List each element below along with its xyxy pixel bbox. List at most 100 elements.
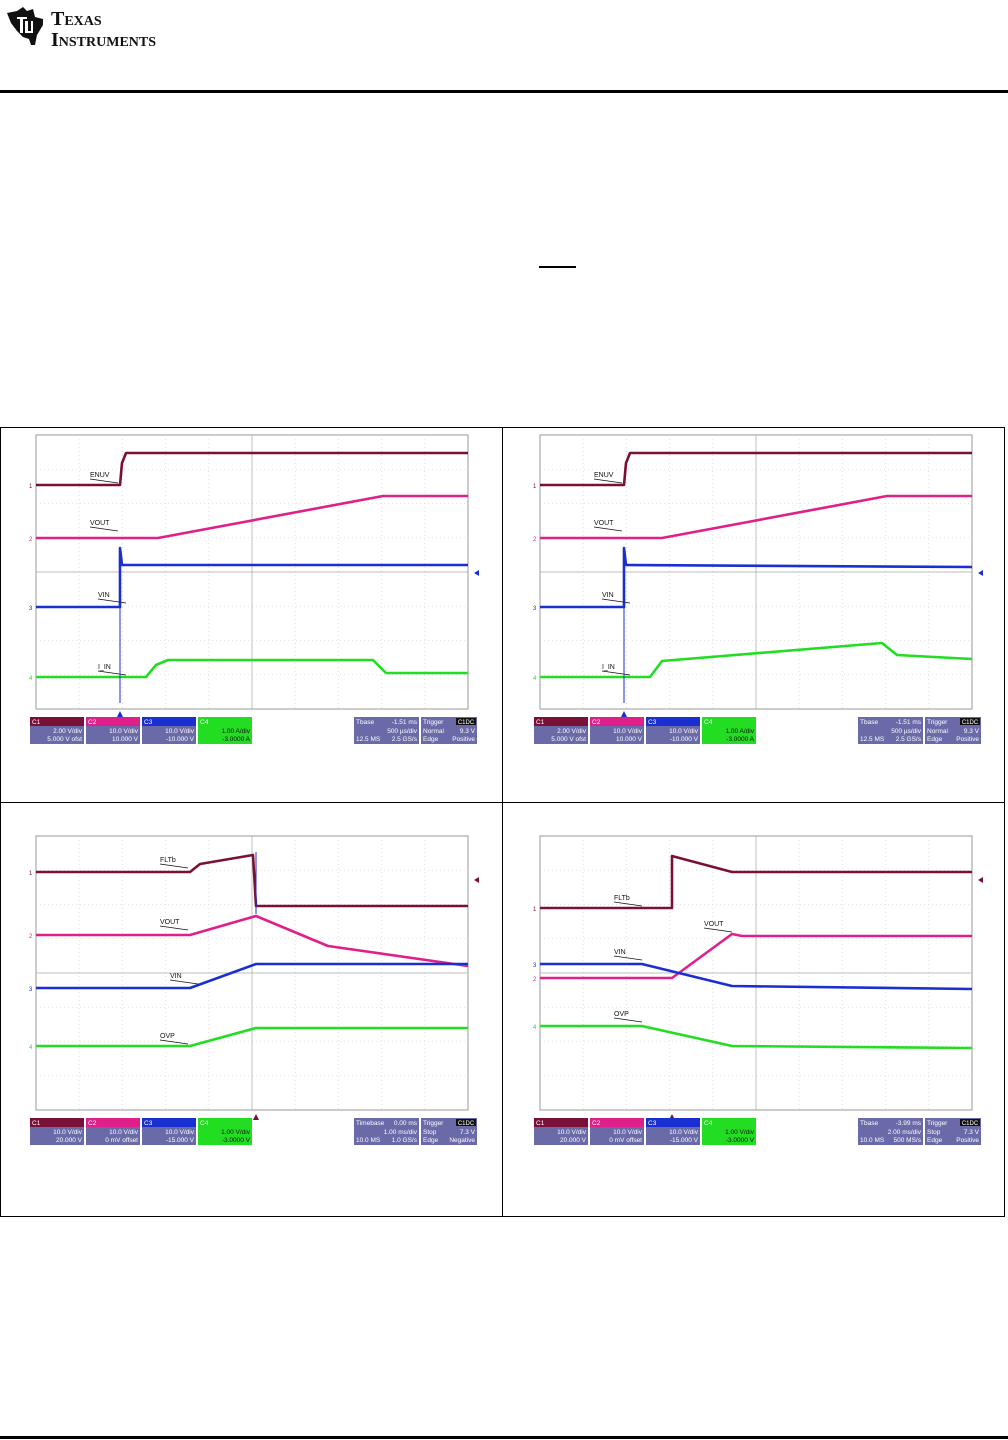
channel-offset: 0 mV offset — [609, 1137, 642, 1144]
trace-label: VIN — [602, 592, 614, 599]
trace-label-leader — [613, 955, 643, 961]
channel-name: C4 — [200, 719, 209, 726]
trace-fltb — [540, 854, 972, 910]
channel-name: C3 — [648, 1120, 657, 1127]
channel-offset: 20.000 V — [560, 1137, 587, 1144]
trace-label: I_IN — [602, 664, 615, 671]
channel-name: C4 — [200, 1120, 209, 1127]
scope-capture-2: 1 ENUV 2 VOUT 3 VIN 4 I_IN C1 2.00 V/div 5.000 V o… — [532, 433, 986, 753]
channel-scale: 10.0 V/div — [557, 1129, 587, 1136]
channel-offset: -3.0000 V — [222, 1137, 251, 1144]
trace-label: OVP — [614, 1011, 629, 1018]
channel-scale: 10.0 V/div — [109, 1129, 139, 1136]
trigger-position-marker — [117, 711, 123, 717]
trace-vout — [36, 494, 468, 540]
channel-scale: 2.00 V/div — [557, 728, 587, 735]
channel-offset: 0 mV offset — [105, 1137, 138, 1144]
trigger-text: C1DC — [458, 1121, 475, 1127]
trigger-text: Stop — [423, 1129, 437, 1136]
trace-label: VOUT — [704, 921, 724, 928]
channel-scale: 10.0 V/div — [53, 1129, 83, 1136]
trigger-text: Positive — [452, 736, 475, 743]
timebase-text: 500 MS/s — [894, 1137, 922, 1144]
trigger-text: Positive — [956, 1137, 979, 1144]
trigger-text: Stop — [927, 1129, 941, 1136]
channel-scale: 10.0 V/div — [109, 728, 139, 735]
channel-box-c3: C3 10.0 V/div-10.000 V — [646, 717, 700, 744]
channel-name: C1 — [536, 719, 545, 726]
timebase-text: 500 µs/div — [891, 728, 922, 735]
channel-name: C2 — [592, 719, 601, 726]
trace-label-leader — [613, 901, 643, 907]
trigger-text: C1DC — [458, 720, 475, 726]
trace-label-leader — [703, 927, 733, 933]
channel-scale: 10.0 V/div — [613, 1129, 643, 1136]
timebase-text: Timebase — [356, 1120, 385, 1127]
trace-vin — [540, 962, 973, 991]
channel-box-c3: C3 10.0 V/div-15.000 V — [646, 1118, 700, 1145]
channel-name: C2 — [88, 1120, 97, 1127]
channel-scale: 10.0 V/div — [669, 728, 699, 735]
trigger-text: Trigger — [927, 719, 948, 726]
trigger-level-marker — [474, 570, 479, 576]
trace-label-leader — [159, 925, 189, 931]
channel-offset: 5.000 V ofst — [551, 736, 586, 743]
channel-scale: 1.00 A/div — [221, 728, 250, 735]
trace-label-leader — [169, 979, 199, 985]
brand-line2: Instruments — [51, 29, 156, 51]
timebase-text: 2.5 GS/s — [392, 736, 418, 743]
trace-fltb — [36, 853, 468, 908]
ti-logo: Texas Instruments — [3, 3, 193, 53]
trace-i-in — [540, 641, 973, 679]
trace-vout — [540, 494, 972, 540]
timebase-text: -1.51 ms — [896, 719, 922, 726]
channel-scale: 1.00 V/div — [221, 1129, 251, 1136]
trace-label: VOUT — [90, 520, 110, 527]
brand-line1: Texas — [51, 8, 102, 30]
channel-box-c4: C4 1.00 V/div-3.0000 V — [702, 1118, 756, 1145]
trigger-text: Trigger — [927, 1120, 948, 1127]
channel-name: C2 — [88, 719, 97, 726]
trace-label: OVP — [160, 1033, 175, 1040]
trigger-text: Trigger — [423, 1120, 444, 1127]
channel-name: C1 — [536, 1120, 545, 1127]
trigger-position-marker — [621, 711, 627, 717]
grid-vertical-divider — [502, 427, 503, 1217]
timebase-text: Tbase — [860, 1120, 878, 1127]
channel-marker: 2 — [533, 977, 537, 983]
channel-marker: 3 — [29, 987, 33, 993]
timebase-text: 1.0 GS/s — [392, 1137, 418, 1144]
grid-horizontal-divider — [0, 802, 1005, 803]
timebase-text: 12.5 MS — [356, 736, 381, 743]
channel-marker: 3 — [533, 963, 537, 969]
channel-offset: -15.000 V — [166, 1137, 195, 1144]
channel-name: C4 — [704, 1120, 713, 1127]
trace-label: FLTb — [614, 895, 630, 902]
channel-scale: 1.00 A/div — [725, 728, 754, 735]
trigger-text: 7.3 V — [460, 1129, 476, 1136]
channel-offset: 10.000 V — [112, 736, 139, 743]
scope-capture-1: 1 ENUV 2 VOUT 3 VIN 4 I_IN C1 2.00 V/div 5.000 V o… — [28, 433, 482, 753]
timebase-text: 2.00 ms/div — [888, 1129, 922, 1136]
channel-marker: 1 — [29, 484, 33, 490]
trigger-text: 7.3 V — [964, 1129, 980, 1136]
trace-label: VOUT — [160, 919, 180, 926]
channel-scale: 1.00 V/div — [725, 1129, 755, 1136]
channel-offset: -10.000 V — [166, 736, 195, 743]
overline-mark — [539, 266, 576, 268]
timebase-text: 500 µs/div — [387, 728, 418, 735]
trigger-text: Trigger — [423, 719, 444, 726]
timebase-text: 0.00 ms — [394, 1120, 418, 1127]
trigger-text: C1DC — [962, 720, 979, 726]
channel-name: C4 — [704, 719, 713, 726]
channel-box-c4: C4 1.00 A/div-3.0000 A — [702, 717, 756, 744]
channel-marker: 3 — [533, 606, 537, 612]
timebase-text: 1.00 ms/div — [384, 1129, 418, 1136]
